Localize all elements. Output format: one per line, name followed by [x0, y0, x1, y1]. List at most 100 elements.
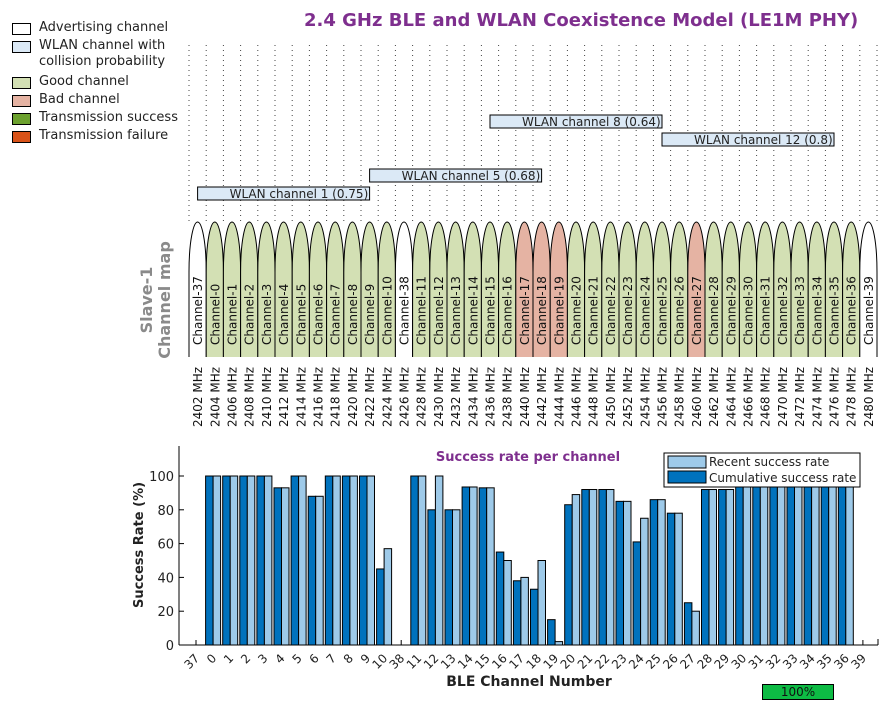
channel-channel-16	[498, 221, 517, 357]
bar-recent-27	[691, 610, 700, 646]
channel-channel-8	[343, 221, 362, 357]
channel-label: Channel-25	[656, 276, 670, 345]
channel-channel-31	[756, 221, 775, 357]
bar-cumulative-3	[256, 475, 265, 646]
x-tick-label: 8	[341, 651, 356, 666]
wlan-channel-band	[489, 114, 663, 129]
bar-recent-29	[725, 489, 735, 646]
bar-recent-8	[349, 475, 358, 646]
bar-cumulative-36	[837, 475, 847, 646]
legend-label: Advertising channel	[39, 20, 169, 35]
channel-label: Channel-17	[518, 276, 532, 345]
channel-channel-32	[773, 221, 792, 357]
x-tick-label: 0	[204, 651, 219, 666]
channel-frequency-label: 2464 MHz	[724, 367, 738, 427]
bar-cumulative-5	[290, 475, 300, 646]
channel-label: Channel-34	[810, 276, 824, 345]
channel-channel-6	[308, 221, 328, 357]
legend-bad: Bad channel	[12, 92, 178, 110]
bar-cumulative-16	[495, 551, 505, 646]
bar-cumulative-10	[376, 568, 385, 646]
bar-legend: Recent success rate Cumulative success r…	[663, 452, 861, 488]
bar-recent-9	[366, 475, 375, 646]
bar-cumulative-25	[649, 499, 659, 646]
bar-cumulative-6	[307, 495, 317, 646]
channel-label: Channel-2	[243, 284, 257, 345]
bar-cumulative-15	[478, 487, 488, 646]
channel-label: Channel-15	[484, 276, 498, 345]
channel-label: Channel-23	[621, 276, 635, 345]
bar-recent-3	[263, 475, 273, 646]
y-tick-label: 80	[157, 504, 174, 519]
bar-cumulative-7	[324, 475, 334, 646]
bar-recent-18	[537, 560, 546, 646]
bar-recent-28	[708, 489, 717, 646]
wlan-channel-label: WLAN channel 1 (0.75)	[230, 187, 369, 201]
wlan-channel-band	[197, 186, 371, 201]
bar-cumulative-20	[564, 504, 573, 646]
wlan-channel-label: WLAN channel 8 (0.64)	[522, 115, 661, 129]
channel-frequency-label: 2458 MHz	[673, 367, 687, 427]
channel-label: Channel-33	[793, 276, 807, 345]
channel-frequency-label: 2406 MHz	[226, 367, 240, 427]
bar-chart-title: Success rate per channel	[436, 450, 620, 465]
channel-label: Channel-14	[466, 276, 480, 345]
legend-label: Transmission failure	[39, 128, 169, 143]
channel-frequency-label: 2462 MHz	[707, 367, 721, 427]
channel-channel-26	[670, 221, 689, 357]
channel-label: Channel-7	[329, 284, 343, 345]
channel-channel-10	[377, 221, 396, 357]
channel-label: Channel-39	[862, 276, 876, 345]
channel-channel-15	[480, 221, 500, 357]
channel-frequency-label: 2432 MHz	[449, 367, 463, 427]
bar-cumulative-17	[512, 580, 522, 646]
bar-recent-4	[281, 487, 290, 646]
channel-label: Channel-12	[432, 276, 446, 345]
channel-map: Slave-1 Channel map WLAN channel 1 (0.75…	[137, 45, 878, 427]
channel-frequency-label: 2444 MHz	[552, 367, 566, 427]
channel-channel-22	[601, 221, 620, 357]
legend-label: Transmission success	[39, 110, 178, 125]
bar-cumulative-2	[239, 475, 248, 646]
bar-cumulative-0	[205, 475, 214, 646]
channel-label: Channel-22	[604, 276, 618, 345]
channel-channel-23	[618, 221, 637, 357]
bar-cumulative-29	[718, 489, 727, 646]
channel-frequency-label: 2410 MHz	[260, 367, 274, 427]
channel-frequency-label: 2466 MHz	[742, 367, 756, 427]
bar-recent-36	[845, 475, 854, 646]
channel-channel-13	[446, 221, 465, 357]
channel-frequency-label: 2456 MHz	[656, 367, 670, 427]
bar-recent-17	[520, 576, 529, 646]
channel-channel-25	[652, 221, 672, 357]
channel-channel-19	[549, 221, 568, 357]
channel-channel-9	[360, 221, 379, 357]
channel-channel-20	[566, 221, 586, 357]
bar-recent-20	[571, 494, 581, 646]
bar-cumulative-30	[735, 475, 744, 646]
channel-label: Channel-11	[415, 276, 429, 345]
bar-recent-21	[588, 489, 598, 646]
bar-cumulative-13	[444, 509, 453, 646]
channel-channel-35	[824, 221, 844, 357]
channel-channel-5	[291, 221, 310, 357]
channel-map-ylabel-2: Channel map	[155, 241, 174, 359]
bar-cumulative-11	[410, 475, 419, 646]
legend-wlan: WLAN channel with collision probability	[12, 38, 178, 74]
channel-frequency-label: 2476 MHz	[828, 367, 842, 427]
channel-channel-18	[532, 221, 551, 357]
legend-swatch	[12, 23, 31, 35]
figure-title: 2.4 GHz BLE and WLAN Coexistence Model (…	[304, 10, 859, 31]
bar-cumulative-26	[666, 512, 676, 646]
y-tick-label: 0	[166, 639, 174, 654]
bar-cumulative-4	[273, 487, 282, 646]
channel-channel-4	[274, 221, 293, 357]
x-tick-label: 2	[238, 651, 253, 666]
bar-recent-1	[229, 475, 239, 646]
channel-label: Channel-18	[535, 276, 549, 345]
bar-cumulative-27	[683, 602, 693, 646]
legend-swatch	[12, 77, 31, 89]
channel-label: Channel-4	[277, 284, 291, 345]
bar-cumulative-35	[820, 475, 830, 646]
